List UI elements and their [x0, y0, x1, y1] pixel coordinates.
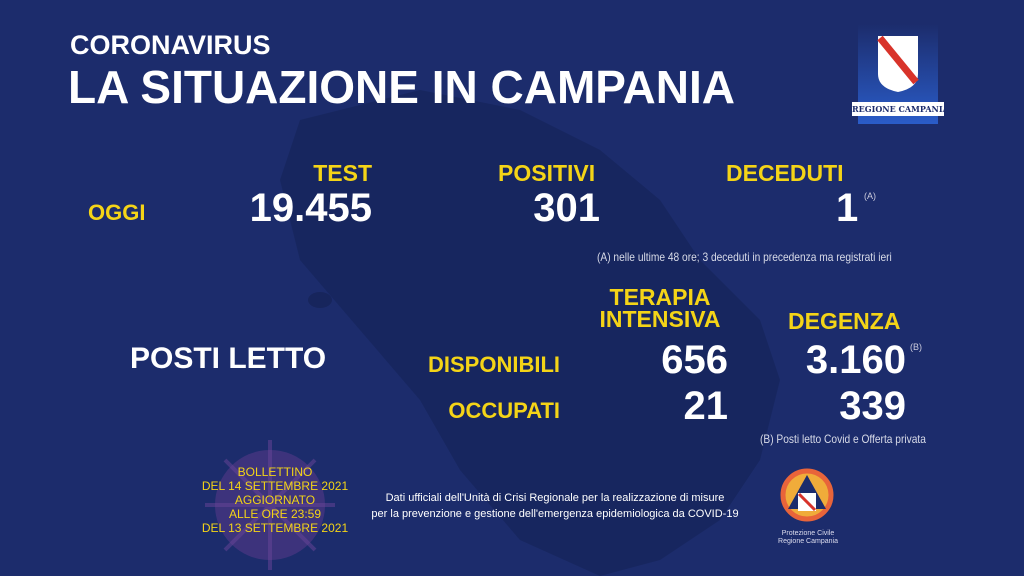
protezione-civile-text: Protezione Civile Regione Campania	[778, 530, 838, 545]
degenza-disponibili-value: 3.160	[805, 338, 906, 382]
note-a: (A) nelle ultime 48 ore; 3 deceduti in p…	[597, 250, 892, 264]
note-b-marker: (B)	[910, 342, 922, 352]
deceduti-value: 1	[836, 186, 859, 230]
disponibili-label: DISPONIBILI	[427, 352, 560, 377]
protezione-civile-logo: Protezione Civile Regione Campania	[770, 465, 850, 545]
oggi-label: OGGI	[88, 200, 146, 225]
terapia-intensiva-label: TERAPIA INTENSIVA	[599, 284, 721, 332]
footer-text: Dati ufficiali dell'Unità di Crisi Regio…	[371, 492, 739, 520]
test-label: TEST	[313, 160, 372, 186]
regione-campania-logo: REGIONE CAMPANIA	[852, 24, 949, 124]
degenza-label: DEGENZA	[788, 308, 901, 334]
logo-text: REGIONE CAMPANIA	[852, 102, 949, 116]
coat-of-arms-icon	[877, 35, 919, 92]
positivi-label: POSITIVI	[498, 160, 596, 186]
posti-letto-label: POSTI LETTO	[130, 342, 327, 375]
degenza-occupati-value: 339	[839, 384, 906, 428]
bulletin-date: BOLLETTINO DEL 14 SETTEMBRE 2021 AGGIORNAT…	[201, 465, 349, 535]
deceduti-label: DECEDUTI	[726, 160, 844, 186]
ti-occupati-value: 21	[683, 384, 729, 428]
page-title: LA SITUAZIONE IN CAMPANIA	[68, 61, 735, 113]
ti-disponibili-value: 656	[661, 338, 728, 382]
note-b: (B) Posti letto Covid e Offerta privata	[760, 432, 926, 446]
note-a-marker: (A)	[864, 191, 876, 201]
protezione-civile-icon	[780, 468, 834, 522]
kicker: CORONAVIRUS	[70, 30, 271, 60]
positivi-value: 301	[533, 186, 600, 230]
occupati-label: OCCUPATI	[448, 398, 560, 423]
test-value: 19.455	[249, 186, 372, 230]
